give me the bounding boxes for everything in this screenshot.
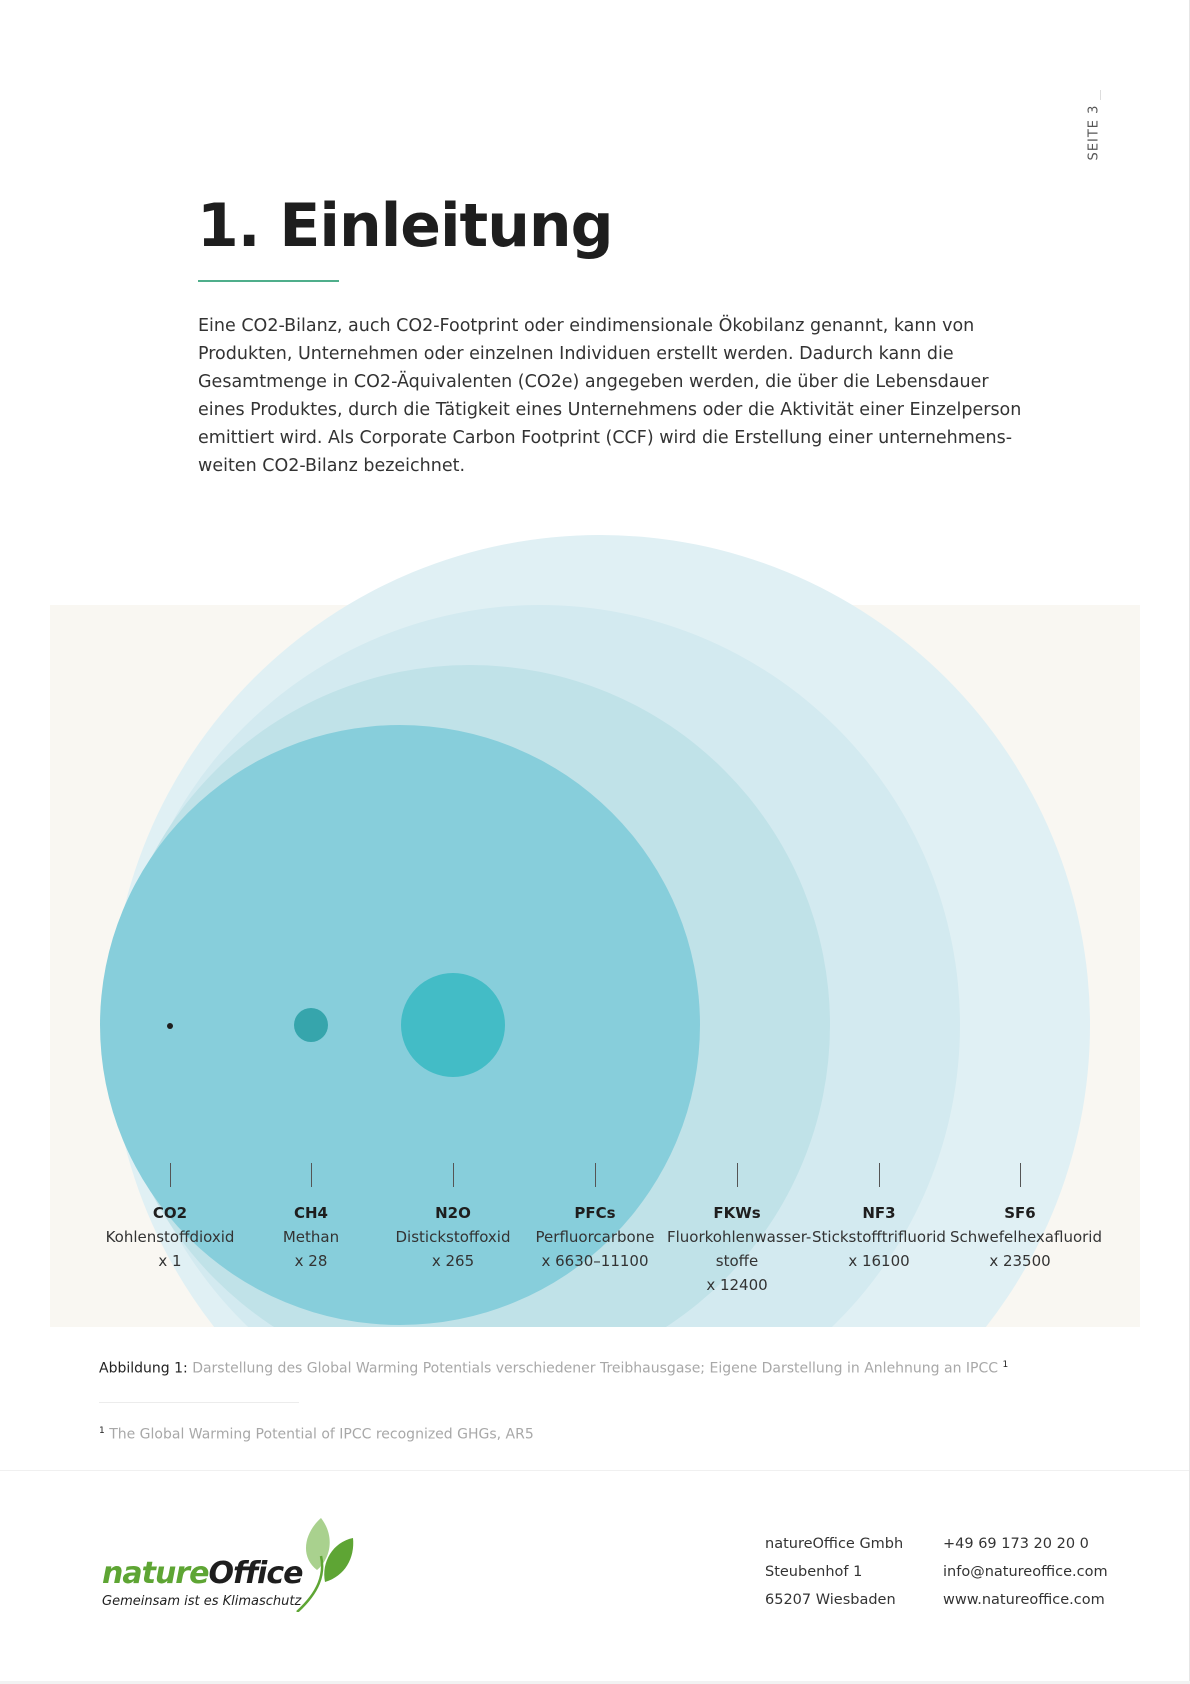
gas-label-ch4: CH4 Methan x 28 [241, 1163, 381, 1273]
intro-line: Gesamtmenge in CO2-Äquivalenten (CO2e) a… [198, 372, 989, 392]
gas-label-nf3: NF3 Stickstofftrifluorid x 16100 [809, 1163, 949, 1273]
gas-symbol: SF6 [1004, 1204, 1036, 1222]
intro-line: weiten CO2-Bilanz bezeichnet. [198, 456, 466, 476]
figure-caption: Abbildung 1: Darstellung des Global Warm… [99, 1360, 1008, 1377]
address-line: natureOffice Gmbh [765, 1536, 904, 1552]
page-label-tick [1100, 90, 1101, 100]
footnote-text: The Global Warming Potential of IPCC rec… [109, 1426, 534, 1443]
gas-name: Methan [282, 1228, 340, 1246]
gas-gwp: x 1 [158, 1252, 182, 1270]
intro-paragraph: Eine CO2-Bilanz, auch CO2-Footprint oder… [198, 312, 1022, 480]
gas-name: Kohlenstoffdioxid [105, 1228, 235, 1246]
logo-wordmark-part1: nature [102, 1556, 209, 1591]
contact-website: www.natureoffice.com [943, 1592, 1105, 1608]
gas-symbol: N2O [435, 1204, 471, 1222]
gas-gwp: x 12400 [706, 1276, 768, 1294]
company-contact: +49 69 173 20 20 0 info@natureoffice.com… [943, 1530, 1108, 1614]
title-underline [198, 280, 339, 282]
footer-divider [0, 1470, 1190, 1471]
caption-footnote-ref: 1 [1002, 1360, 1009, 1370]
gas-gwp: x 16100 [848, 1252, 910, 1270]
n2o-circle [401, 973, 505, 1077]
gas-name: Distickstoffoxid [395, 1228, 511, 1246]
gas-tick [736, 1163, 738, 1187]
intro-line: eines Produktes, durch die Tätigkeit ein… [198, 400, 1022, 420]
gas-name: Stickstofftrifluorid [812, 1228, 946, 1246]
intro-line: Produkten, Unternehmen oder einzelnen In… [198, 344, 954, 364]
intro-line: emittiert wird. Als Corporate Carbon Foo… [198, 428, 1013, 448]
co2-dot [167, 1023, 173, 1029]
gas-symbol: CH4 [294, 1204, 328, 1222]
section-title: 1. Einleitung [197, 191, 614, 261]
address-line: 65207 Wiesbaden [765, 1592, 896, 1608]
intro-line: Eine CO2-Bilanz, auch CO2-Footprint oder… [198, 316, 975, 336]
caption-text: Darstellung des Global Warming Potential… [192, 1360, 999, 1377]
gas-label-n2o: N2O Distickstoffoxid x 265 [383, 1163, 523, 1273]
gas-gwp: x 265 [431, 1252, 475, 1270]
gas-label-fkws: FKWs Fluorkohlenwasser- stoffe x 12400 [667, 1163, 812, 1297]
footnote-ref: 1 [99, 1426, 105, 1436]
gas-tick [878, 1163, 880, 1187]
gas-tick [594, 1163, 596, 1187]
gas-tick [1019, 1163, 1021, 1187]
gas-gwp: x 28 [294, 1252, 328, 1270]
gas-name: Fluorkohlenwasser- [667, 1228, 812, 1246]
page-number-text: SEITE 3 [1086, 104, 1102, 161]
gwp-figure: CO2 Kohlenstoffdioxid x 1 CH4 Methan x 2… [0, 520, 1190, 1330]
company-address: natureOffice Gmbh Steubenhof 1 65207 Wie… [765, 1530, 903, 1614]
caption-prefix: Abbildung 1: [99, 1360, 188, 1377]
pfcs-circle [100, 725, 700, 1325]
gas-gwp: x 23500 [989, 1252, 1051, 1270]
leaf-icon [296, 1518, 354, 1612]
gas-label-pfcs: PFCs Perfluorcarbone x 6630–11100 [525, 1163, 665, 1273]
gas-tick [310, 1163, 312, 1187]
gas-tick [452, 1163, 454, 1187]
gas-symbol: PFCs [574, 1204, 616, 1222]
gas-tick [169, 1163, 171, 1187]
gas-name: Perfluorcarbone [535, 1228, 655, 1246]
footnote: 1 The Global Warming Potential of IPCC r… [99, 1426, 534, 1443]
ch4-circle [294, 1008, 328, 1042]
page-bottom-edge [0, 1681, 1190, 1684]
gas-gwp: x 6630–11100 [541, 1252, 649, 1270]
natureoffice-logo: natureOffice Gemeinsam ist es Klimaschut… [100, 1512, 360, 1612]
contact-phone: +49 69 173 20 20 0 [943, 1536, 1089, 1552]
gas-label-sf6: SF6 Schwefelhexafluorid x 23500 [950, 1163, 1102, 1273]
address-line: Steubenhof 1 [765, 1564, 863, 1580]
gas-symbol: FKWs [713, 1204, 761, 1222]
footnote-rule [99, 1402, 299, 1403]
page-number-label: SEITE 3 [1083, 105, 1105, 165]
gas-name: stoffe [715, 1252, 759, 1270]
gas-symbol: CO2 [152, 1204, 188, 1222]
logo-wordmark: natureOffice [102, 1556, 303, 1591]
logo-slogan: Gemeinsam ist es Klimaschutz [102, 1594, 302, 1609]
gas-name: Schwefelhexafluorid [950, 1228, 1102, 1246]
gas-label-co2: CO2 Kohlenstoffdioxid x 1 [100, 1163, 240, 1273]
contact-email: info@natureoffice.com [943, 1564, 1108, 1580]
logo-wordmark-part2: Office [208, 1556, 303, 1591]
gas-symbol: NF3 [862, 1204, 896, 1222]
gwp-circles-graphic [50, 535, 1140, 1327]
